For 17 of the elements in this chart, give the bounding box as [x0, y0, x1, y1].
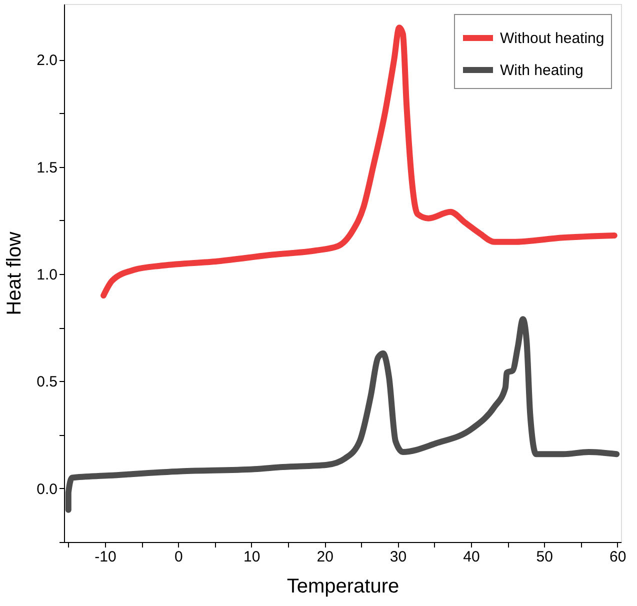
- x-tick-label: 40: [463, 548, 480, 566]
- x-tick-label: 30: [390, 548, 407, 566]
- y-axis-title: Heat flow: [4, 231, 26, 316]
- legend-label: Without heating: [500, 30, 604, 47]
- x-tick-label: -10: [94, 548, 116, 566]
- y-tick-label: 2.0: [36, 52, 58, 70]
- y-tick-label: 1.0: [36, 266, 58, 284]
- legend-label: With heating: [500, 62, 584, 79]
- x-tick-label: 0: [174, 548, 183, 566]
- x-axis-title: Temperature: [286, 576, 400, 598]
- x-tick-label: 50: [536, 548, 553, 566]
- y-tick-label: 0.0: [36, 480, 58, 498]
- x-tick-label: 60: [609, 548, 626, 566]
- y-tick-label: 0.5: [36, 374, 58, 391]
- x-tick-label: 20: [316, 548, 334, 566]
- x-tick-label: 10: [244, 548, 260, 566]
- y-tick-label: 1.5: [36, 159, 58, 176]
